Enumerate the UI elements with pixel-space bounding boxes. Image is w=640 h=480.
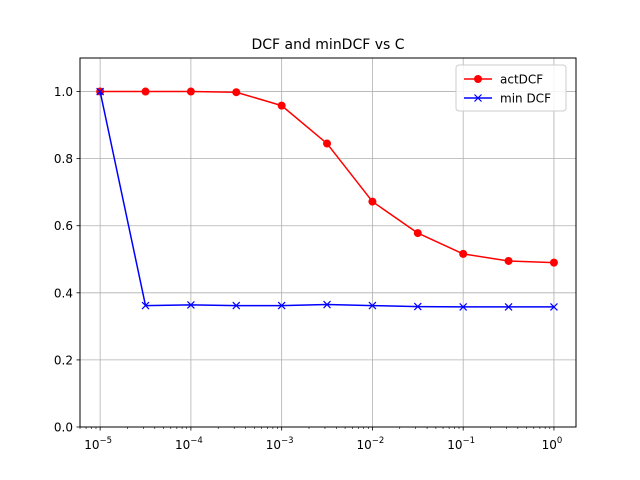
- x-tick-label: 10−5: [84, 436, 112, 452]
- x-tick-label-base: 10: [266, 438, 281, 452]
- x-tick-label-exponent: −1: [463, 436, 476, 446]
- x-tick-label: 10−4: [175, 436, 203, 452]
- data-point: [504, 256, 513, 265]
- data-point: [186, 300, 195, 309]
- x-tick-label-exponent: −4: [190, 436, 203, 446]
- axes: 0.00.20.40.60.81.010−5 10−4 10−3 10−2 10−1 10…: [54, 85, 562, 452]
- x-tick-label-base: 10: [447, 438, 462, 452]
- data-point: [549, 258, 558, 267]
- series-layer: [96, 87, 558, 311]
- data-point: [186, 87, 195, 96]
- legend-label: actDCF: [500, 73, 543, 87]
- x-tick-label-exponent: −5: [100, 436, 113, 446]
- data-point: [459, 302, 468, 311]
- data-point: [368, 197, 377, 206]
- data-point: [232, 301, 241, 310]
- y-tick-label: 0.8: [54, 152, 73, 166]
- data-point: [504, 302, 513, 311]
- x-tick-label-base: 10: [84, 438, 99, 452]
- x-tick-label: 10−1: [447, 436, 475, 452]
- data-point: [323, 139, 332, 148]
- data-point: [413, 229, 422, 238]
- data-point: [413, 302, 422, 311]
- data-point: [96, 87, 105, 96]
- data-point: [277, 101, 286, 110]
- data-point: [277, 301, 286, 310]
- legend-box: [455, 64, 567, 112]
- x-tick-label-exponent: −2: [372, 436, 385, 446]
- y-tick-label: 0.0: [54, 421, 73, 435]
- data-point: [368, 301, 377, 310]
- data-point: [550, 302, 558, 311]
- x-tick-label-exponent: −3: [281, 436, 294, 446]
- x-tick-label-base: 10: [175, 438, 190, 452]
- y-tick-label: 1.0: [54, 85, 73, 99]
- y-tick-label: 0.6: [54, 219, 73, 233]
- grid: [80, 58, 576, 428]
- x-tick-label-base: 10: [357, 438, 372, 452]
- legend-label: min DCF: [500, 92, 551, 106]
- x-tick-label: 10−3: [266, 436, 294, 452]
- chart-title: DCF and minDCF vs C: [251, 37, 404, 53]
- data-point: [141, 87, 150, 96]
- x-tick-label: 100: [542, 436, 563, 452]
- data-point: [323, 300, 331, 309]
- legend: actDCF min DCF: [455, 64, 567, 112]
- legend-marker: [474, 94, 482, 102]
- y-tick-label: 0.4: [54, 286, 73, 300]
- data-point: [141, 301, 150, 310]
- data-point: [459, 249, 468, 258]
- legend-marker: [474, 75, 482, 83]
- x-tick-label-base: 10: [542, 438, 557, 452]
- y-tick-label: 0.2: [54, 353, 73, 367]
- plot-frame: [79, 57, 577, 428]
- x-tick-label-exponent: 0: [557, 436, 562, 446]
- x-tick-label: 10−2: [357, 436, 385, 452]
- data-point: [232, 88, 241, 97]
